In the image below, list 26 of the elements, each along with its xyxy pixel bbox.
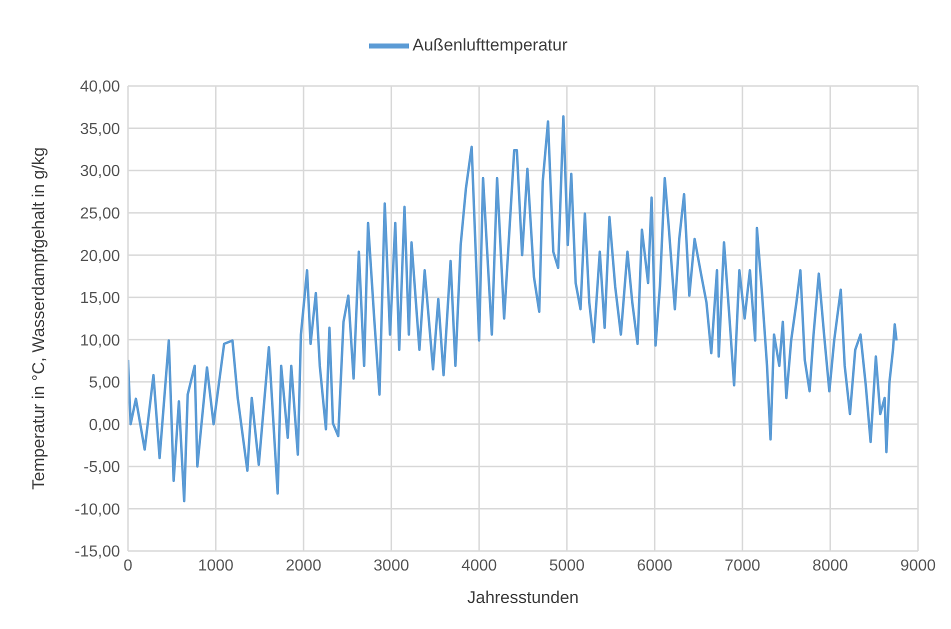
y-tick-label: 20,00 [80,248,120,265]
x-axis-title: Jahresstunden [467,588,579,607]
y-tick-label: -10,00 [74,501,120,518]
y-tick-label: 30,00 [80,163,120,180]
line-series [128,115,898,502]
x-tick-label: 0 [124,557,133,574]
y-tick-label: 10,00 [80,332,120,350]
x-tick-label: 1000 [198,557,234,574]
x-tick-label: 2000 [286,557,322,574]
x-tick-label: 5000 [549,557,585,574]
x-tick-label: 9000 [900,557,936,574]
y-axis-title: Temperatur in °C, Wasserdampfgehalt in g/kg [29,147,48,490]
x-tick-label: 7000 [724,557,760,574]
y-tick-label: 35,00 [80,120,120,138]
y-tick-label: 25,00 [80,206,120,222]
x-tick-label: 8000 [812,557,848,574]
x-tick-label: 6000 [636,557,673,574]
y-tick-label: 15,00 [80,290,120,308]
y-tick-label: -5,00 [84,459,120,476]
y-tick-label: 0,00 [88,416,120,434]
x-tick-label: 3000 [374,557,410,574]
legend-label: Außenlufttemperatur [412,35,568,54]
y-tick-label: 5,00 [88,374,120,392]
y-tick-label: -15,00 [74,544,120,561]
y-tick-label: 40,00 [80,78,120,96]
x-tick-label: 4000 [461,557,498,574]
